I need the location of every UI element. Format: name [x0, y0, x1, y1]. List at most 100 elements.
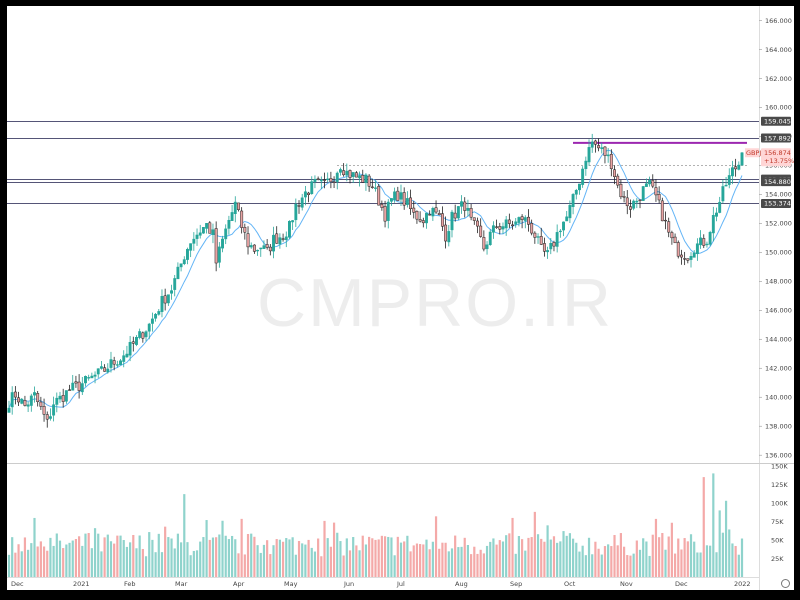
candle [622, 190, 626, 203]
candle-body [562, 221, 565, 231]
candle [517, 216, 521, 227]
time-tick-label: Aug [455, 580, 468, 588]
candle-body [434, 207, 438, 213]
volume-bar [368, 536, 371, 577]
candle-body [542, 243, 546, 252]
volume-bar [113, 543, 116, 577]
volume-bar [208, 539, 211, 577]
candle [555, 224, 559, 253]
candle [170, 284, 173, 300]
volume-bar [670, 522, 673, 577]
candle [600, 142, 604, 154]
candle [597, 138, 601, 152]
volume-bar [444, 542, 447, 577]
volume-bar [227, 539, 230, 577]
candle [562, 221, 565, 237]
candle-body [90, 375, 94, 379]
candlestick-chart[interactable]: CMPRO.IR 136.000 138.000 140.000 142.000 144… [7, 6, 794, 590]
candle [724, 177, 728, 187]
candle-body [367, 175, 371, 187]
candle-body [278, 237, 282, 245]
time-tick-label: Nov [620, 580, 633, 588]
candle-body [138, 331, 142, 338]
candle [536, 233, 540, 244]
candle [571, 193, 575, 215]
candle-body [721, 186, 725, 202]
candle-body [173, 278, 177, 290]
candle-body [453, 212, 457, 219]
volume-bar [93, 528, 97, 577]
candle [606, 147, 610, 163]
candle [205, 223, 209, 234]
candle-body [80, 383, 84, 393]
candle [386, 199, 390, 229]
candle [660, 197, 664, 222]
candle-body [64, 390, 68, 402]
candle [396, 186, 400, 201]
volume-bar [317, 538, 320, 577]
volume-bar [87, 533, 90, 577]
candle-body [673, 236, 677, 244]
volume-bar [383, 536, 387, 577]
candle-body [182, 259, 186, 265]
volume-bar [125, 546, 129, 577]
candle-body [192, 238, 196, 244]
candle-body [715, 212, 718, 217]
candle [664, 211, 667, 230]
candle [616, 173, 620, 189]
candle [147, 322, 151, 340]
candle [632, 199, 636, 211]
candle-body [141, 332, 145, 339]
volume-bar [658, 537, 661, 577]
volume-bar [498, 540, 501, 577]
volume-bar [339, 541, 342, 577]
candle [20, 398, 24, 405]
volume-bar [466, 545, 470, 577]
candle-body [740, 152, 744, 166]
candle [699, 230, 703, 249]
candle-body [313, 178, 317, 182]
candle-body [632, 200, 636, 209]
candle-body [135, 337, 138, 345]
candle [495, 219, 499, 229]
volume-bar [677, 538, 680, 577]
price-tick-label: 136.000 [765, 452, 792, 460]
volume-bar [686, 541, 689, 577]
volume-bar [221, 520, 224, 577]
volume-bar [374, 539, 377, 577]
candle [654, 179, 658, 202]
candles [7, 133, 744, 428]
candle-body [42, 406, 46, 415]
volume-bar [715, 552, 718, 577]
volume-tick-label: 50K [771, 536, 784, 544]
volume-bar [702, 477, 705, 577]
candle-body [520, 216, 524, 220]
volume-bar [148, 532, 151, 577]
candle-body [272, 234, 275, 252]
candle-body [393, 191, 397, 200]
candle-body [638, 199, 642, 201]
candle [7, 400, 11, 413]
volume-bar [135, 548, 138, 577]
candle [157, 309, 161, 316]
candle-body [476, 220, 479, 227]
candle [338, 167, 342, 176]
candle-body [243, 227, 247, 233]
volume-bar [724, 500, 728, 577]
candle-body [498, 226, 502, 230]
volume-bar [17, 544, 20, 577]
volume-bar [540, 538, 543, 577]
candle [201, 227, 205, 234]
candle [440, 206, 444, 232]
gear-icon[interactable] [781, 579, 790, 588]
price-tag-label: 159.045 [764, 118, 791, 126]
price-tags: 159.045157.892155.055154.880153.374GBPJP… [745, 116, 794, 208]
candle-body [166, 294, 170, 304]
candle-body [511, 224, 514, 227]
candle [268, 244, 272, 256]
candle [488, 229, 492, 246]
candle [303, 185, 307, 206]
candle [648, 176, 652, 187]
candle-body [546, 250, 550, 253]
volume-bar [23, 537, 27, 577]
